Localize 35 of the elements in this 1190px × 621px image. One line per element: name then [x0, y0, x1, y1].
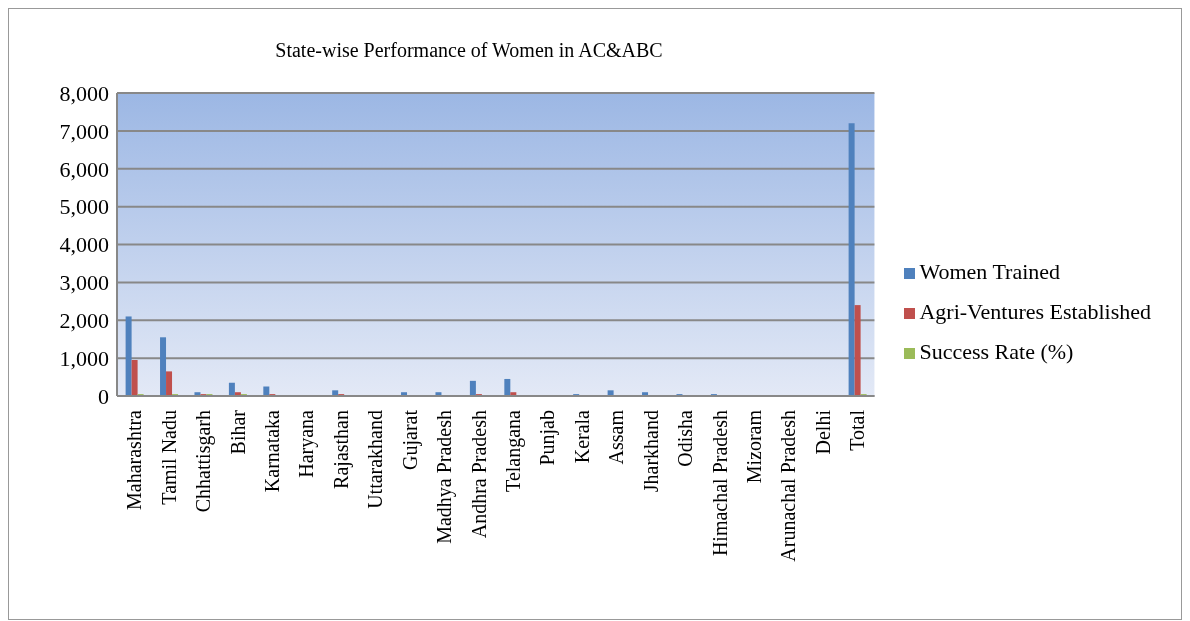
- chart-title: State-wise Performance of Women in AC&ABC: [274, 39, 664, 62]
- x-tick-label: Tamil Nadu: [157, 410, 180, 505]
- x-tick-label: Karnataka: [260, 409, 283, 493]
- x-tick-label: Jharkhand: [639, 410, 662, 493]
- x-tick-label: Arunachal Pradesh: [777, 410, 800, 562]
- y-tick-label: 1,000: [59, 345, 109, 371]
- x-tick-label: Assam: [605, 409, 628, 465]
- legend-label: Women Trained: [919, 258, 1061, 284]
- y-tick-label: 3,000: [59, 270, 109, 296]
- x-tick-label: Andhra Pradesh: [467, 410, 490, 539]
- x-tick-label: Rajasthan: [329, 410, 353, 489]
- x-tick-label: Total: [846, 409, 869, 451]
- x-tick-label: Odisha: [674, 409, 697, 467]
- legend-label: Success Rate (%): [919, 338, 1074, 364]
- y-tick-label: 5,000: [59, 194, 109, 220]
- x-tick-label: Mizoram: [742, 409, 765, 484]
- x-tick-label: Chhattisgarh: [192, 410, 216, 513]
- y-tick-label: 0: [98, 383, 109, 409]
- x-tick-label: Madhya Pradesh: [433, 410, 457, 544]
- x-tick-label: Delhi: [811, 409, 834, 455]
- x-tick-label: Gujarat: [398, 409, 422, 470]
- x-tick-label: Kerala: [570, 409, 593, 464]
- y-tick-label: 2,000: [59, 308, 109, 334]
- x-tick-label: Punjab: [536, 410, 560, 466]
- x-tick-label: Maharashtra: [123, 409, 146, 510]
- y-tick-label: 7,000: [59, 118, 109, 144]
- x-tick-label: Bihar: [226, 409, 249, 455]
- y-tick-label: 6,000: [59, 156, 109, 182]
- x-tick-label: Himachal Pradesh: [708, 410, 731, 557]
- x-tick-label: Telangana: [501, 409, 525, 492]
- y-tick-label: 8,000: [59, 80, 109, 106]
- legend-label: Agri-Ventures Established: [919, 298, 1151, 324]
- x-tick-label: Uttarakhand: [364, 410, 387, 509]
- y-tick-label: 4,000: [59, 232, 109, 258]
- x-tick-label: Haryana: [295, 409, 319, 478]
